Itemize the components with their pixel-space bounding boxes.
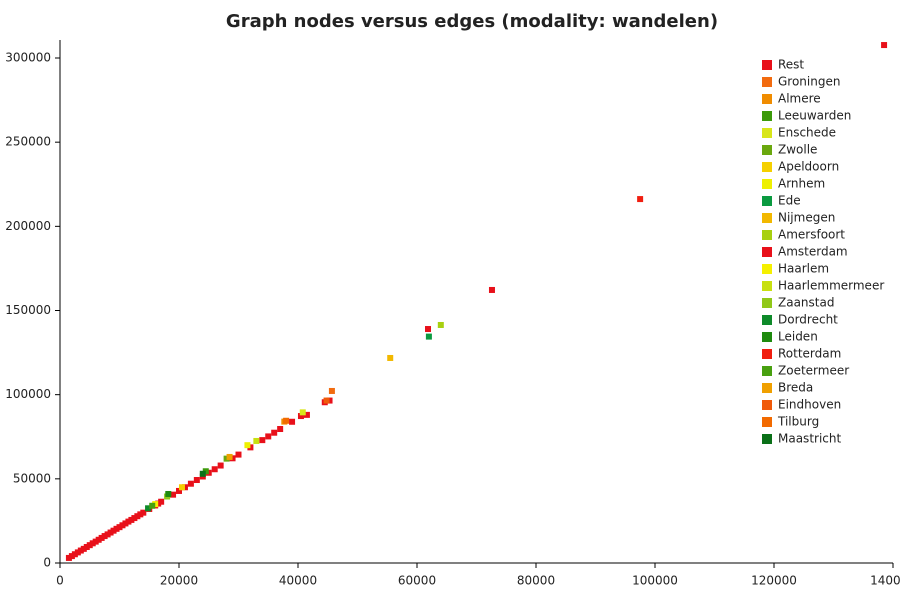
x-tick-label: 20000 <box>160 574 198 588</box>
y-tick-label: 150000 <box>5 303 51 317</box>
y-tick-label: 200000 <box>5 219 51 233</box>
legend-label: Almere <box>778 92 821 106</box>
legend-label: Enschede <box>778 126 836 140</box>
point <box>303 411 310 418</box>
legend-label: Tilburg <box>777 415 819 429</box>
point <box>488 286 495 293</box>
legend-swatch <box>762 349 772 359</box>
point <box>277 426 284 433</box>
legend-swatch <box>762 111 772 121</box>
y-tick-label: 100000 <box>5 387 51 401</box>
x-tick-label: 80000 <box>517 574 555 588</box>
x-tick-label: 140000 <box>870 574 900 588</box>
legend-label: Zwolle <box>778 143 817 157</box>
y-tick-label: 300000 <box>5 51 51 65</box>
legend-label: Amsterdam <box>778 245 848 259</box>
legend-swatch <box>762 264 772 274</box>
legend-swatch <box>762 179 772 189</box>
point <box>437 321 444 328</box>
legend-label: Haarlem <box>778 262 829 276</box>
point <box>271 429 278 436</box>
point <box>217 462 224 469</box>
x-tick-label: 0 <box>56 574 64 588</box>
point <box>283 417 290 424</box>
point <box>140 509 147 516</box>
point <box>328 387 335 394</box>
legend-label: Eindhoven <box>778 398 841 412</box>
point <box>259 437 266 444</box>
point <box>387 354 394 361</box>
x-tick-label: 100000 <box>632 574 678 588</box>
x-tick-label: 120000 <box>751 574 797 588</box>
legend-label: Rotterdam <box>778 347 841 361</box>
point <box>881 42 888 49</box>
legend-swatch <box>762 77 772 87</box>
point <box>149 502 156 509</box>
legend-label: Maastricht <box>778 432 841 446</box>
legend-label: Dordrecht <box>778 313 838 327</box>
legend-swatch <box>762 417 772 427</box>
legend-label: Rest <box>778 58 804 72</box>
point <box>297 413 304 420</box>
chart-title: Graph nodes versus edges (modality: wand… <box>226 11 718 32</box>
point <box>165 490 172 497</box>
legend-label: Apeldoorn <box>778 160 839 174</box>
point <box>193 477 200 484</box>
legend-swatch <box>762 298 772 308</box>
legend-swatch <box>762 196 772 206</box>
point <box>323 397 330 404</box>
legend-label: Amersfoort <box>778 228 845 242</box>
legend-swatch <box>762 60 772 70</box>
point <box>235 451 242 458</box>
legend-label: Zoetermeer <box>778 364 849 378</box>
point <box>425 326 432 333</box>
legend-swatch <box>762 332 772 342</box>
point <box>265 433 272 440</box>
point <box>199 470 206 477</box>
legend-label: Leiden <box>778 330 818 344</box>
point <box>158 498 165 505</box>
legend-swatch <box>762 145 772 155</box>
legend-swatch <box>762 315 772 325</box>
point <box>253 437 260 444</box>
point <box>299 409 306 416</box>
legend-label: Breda <box>778 381 813 395</box>
legend-swatch <box>762 366 772 376</box>
y-tick-label: 250000 <box>5 135 51 149</box>
point <box>211 466 218 473</box>
point <box>170 491 177 498</box>
point <box>187 480 194 487</box>
x-tick-label: 60000 <box>398 574 436 588</box>
legend-swatch <box>762 434 772 444</box>
y-tick-label: 50000 <box>13 471 51 485</box>
point <box>425 333 432 340</box>
x-tick-label: 40000 <box>279 574 317 588</box>
legend-swatch <box>762 162 772 172</box>
y-tick-label: 0 <box>43 556 51 570</box>
legend-swatch <box>762 400 772 410</box>
point <box>637 196 644 203</box>
point <box>176 487 182 494</box>
legend-swatch <box>762 230 772 240</box>
legend-label: Arnhem <box>778 177 825 191</box>
point <box>289 418 296 425</box>
legend-swatch <box>762 213 772 223</box>
legend-swatch <box>762 247 772 257</box>
legend-label: Nijmegen <box>778 211 835 225</box>
legend-label: Groningen <box>778 75 840 89</box>
point <box>145 505 152 512</box>
point <box>244 442 251 449</box>
legend-swatch <box>762 94 772 104</box>
legend-label: Leeuwarden <box>778 109 851 123</box>
legend-label: Ede <box>778 194 801 208</box>
point <box>226 453 233 460</box>
point <box>178 484 185 491</box>
legend-swatch <box>762 128 772 138</box>
legend-swatch <box>762 383 772 393</box>
legend-swatch <box>762 281 772 291</box>
legend-label: Haarlemmermeer <box>778 279 884 293</box>
legend-label: Zaanstad <box>778 296 834 310</box>
